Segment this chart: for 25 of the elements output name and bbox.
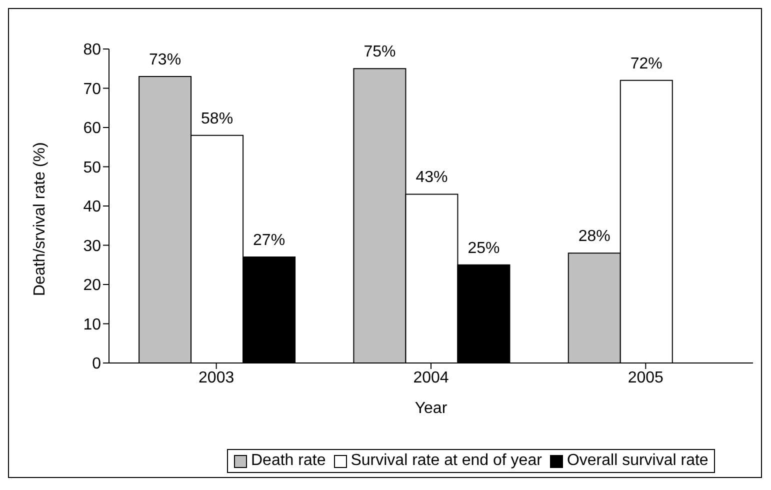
x-axis-title: Year — [414, 400, 448, 417]
y-tick-label: 10 — [83, 316, 102, 334]
y-axis-title: Death/srvival rate (%) — [32, 142, 49, 296]
data-label: 28% — [578, 228, 610, 246]
y-tick-label: 30 — [83, 238, 102, 255]
data-label: 27% — [253, 232, 286, 250]
data-label: 73% — [149, 51, 182, 68]
y-tick-label: 70 — [83, 80, 102, 98]
x-tick-label: 2004 — [413, 369, 449, 386]
legend-label: Overall survival rate — [566, 452, 708, 470]
data-label: 58% — [201, 110, 234, 128]
legend-label: Death rate — [251, 452, 326, 470]
y-tick-label: 60 — [83, 120, 102, 138]
data-label: 75% — [364, 44, 396, 61]
y-tick-label: 40 — [83, 198, 102, 216]
y-tick-label: 50 — [83, 159, 102, 176]
y-tick-label: 80 — [83, 42, 102, 59]
y-tick-label: 20 — [83, 277, 102, 294]
x-tick-label: 2005 — [628, 369, 664, 386]
data-label: 72% — [630, 55, 662, 72]
data-label: 43% — [416, 169, 448, 186]
x-tick-label: 2003 — [198, 369, 234, 386]
y-tick-label: 0 — [92, 356, 102, 373]
legend-label: Survival rate at end of year — [350, 452, 542, 470]
data-label: 25% — [468, 240, 500, 257]
